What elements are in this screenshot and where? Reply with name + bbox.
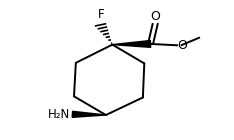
Text: H₂N: H₂N (48, 108, 70, 121)
Text: O: O (178, 38, 187, 52)
Polygon shape (112, 40, 151, 47)
Polygon shape (72, 111, 106, 117)
Text: F: F (98, 8, 105, 21)
Text: O: O (150, 10, 160, 23)
